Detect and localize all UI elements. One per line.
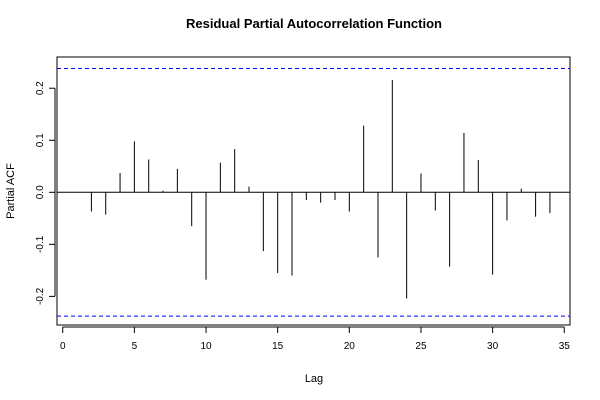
x-tick-label: 25 xyxy=(415,341,427,352)
x-tick-label: 15 xyxy=(272,341,284,352)
x-tick-label: 35 xyxy=(559,341,571,352)
y-axis: -0.2 -0.1 0.0 0.1 0.2 xyxy=(35,81,56,305)
pacf-bars xyxy=(90,79,551,299)
y-tick-label: 0.0 xyxy=(35,185,46,199)
x-axis: 0 5 10 15 20 25 30 35 xyxy=(60,326,571,352)
x-tick-label: 30 xyxy=(487,341,499,352)
confidence-bounds xyxy=(57,67,570,317)
x-tick-label: 5 xyxy=(132,341,138,352)
chart-title: Residual Partial Autocorrelation Functio… xyxy=(186,16,442,31)
plot-frame xyxy=(56,56,571,326)
y-tick-label: -0.1 xyxy=(35,235,46,253)
y-axis-label: Partial ACF xyxy=(5,163,17,219)
x-tick-label: 20 xyxy=(344,341,356,352)
x-tick-label: 10 xyxy=(200,341,212,352)
y-tick-label: -0.2 xyxy=(35,287,46,305)
x-tick-label: 0 xyxy=(60,341,66,352)
x-axis-label: Lag xyxy=(305,373,323,385)
y-tick-label: 0.1 xyxy=(35,133,46,147)
y-tick-label: 0.2 xyxy=(35,81,46,95)
